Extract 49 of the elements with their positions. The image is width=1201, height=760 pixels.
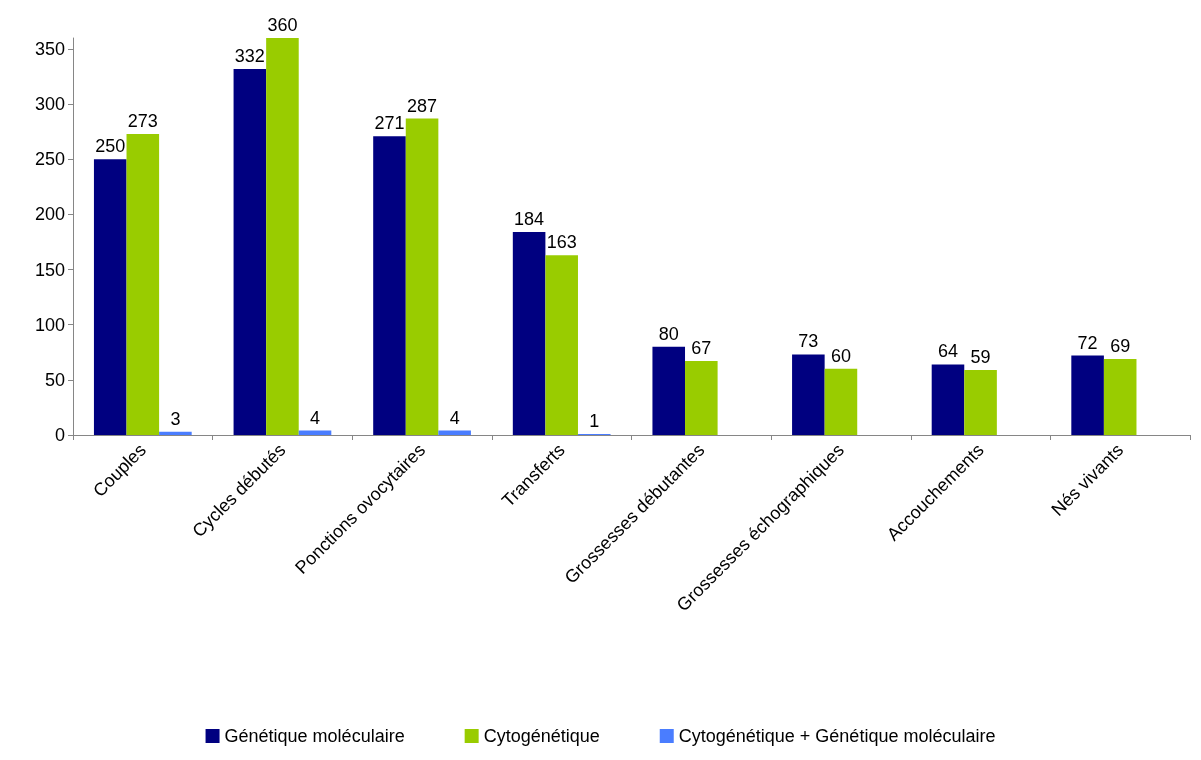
data-label: 273 [127,110,158,131]
bar [93,159,127,435]
bar [545,255,578,435]
y-tick-label: 300 [34,94,65,115]
y-tick-label: 200 [34,204,65,225]
y-tick-label: 100 [34,314,65,335]
data-label: 1 [589,410,600,431]
data-label: 271 [374,113,405,134]
data-label: 72 [1077,332,1098,353]
bar [233,68,267,435]
bar [126,133,160,435]
bar [1071,355,1104,435]
bar [964,369,997,435]
legend-label: Cytogénétique [483,726,600,746]
bar [792,354,825,435]
bar [685,361,718,435]
bar [438,430,471,435]
y-tick-label: 350 [34,39,65,60]
bar [931,364,965,435]
bar [824,368,858,435]
data-label: 67 [691,338,712,359]
y-tick-label: 250 [34,149,65,170]
data-label: 80 [658,323,679,344]
data-label: 73 [798,331,819,352]
data-label: 360 [267,15,298,35]
bar [405,118,439,435]
bar [1103,358,1137,435]
bar [652,346,686,435]
data-label: 287 [407,95,438,116]
legend-label: Génétique moléculaire [224,726,405,746]
data-label: 332 [234,45,265,66]
data-label: 60 [830,345,851,366]
legend-label: Cytogénétique + Génétique moléculaire [678,726,996,746]
data-label: 4 [310,407,321,428]
bar [266,38,299,435]
data-label: 3 [170,408,181,429]
data-label: 64 [937,341,958,362]
data-label: 4 [449,407,460,428]
data-label: 184 [514,209,545,230]
data-label: 163 [546,232,577,253]
data-label: 69 [1110,335,1131,356]
y-tick-label: 150 [34,259,65,280]
y-tick-label: 0 [54,425,65,445]
data-label: 250 [95,136,126,157]
data-label: 59 [970,346,991,367]
bar [373,136,406,435]
bar [512,232,546,435]
bar [159,431,192,435]
y-tick-label: 50 [44,369,65,390]
